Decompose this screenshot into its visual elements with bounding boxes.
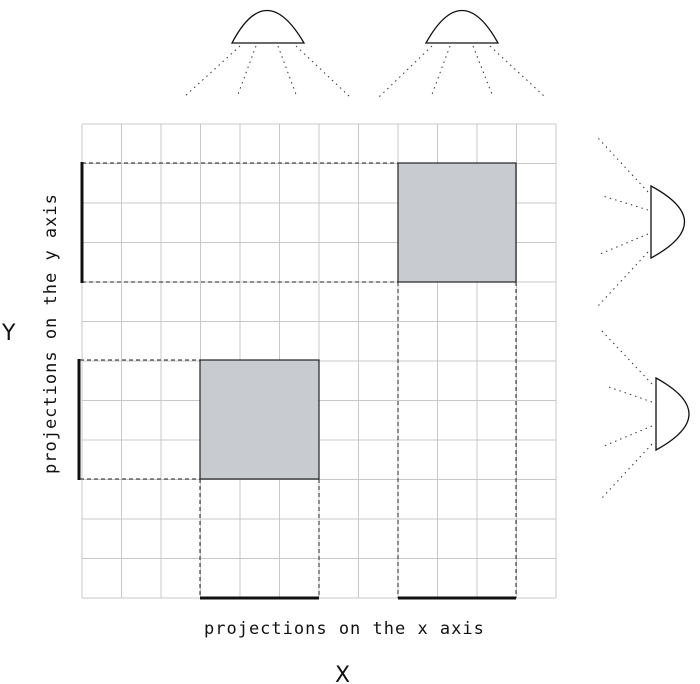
y-projection-label: projections on the y axis bbox=[41, 193, 61, 474]
lamp-icon bbox=[597, 137, 686, 307]
x-projection-label: projections on the x axis bbox=[204, 619, 485, 639]
lamp-icon bbox=[600, 329, 690, 500]
lamp-icon bbox=[183, 9, 351, 98]
lower-box bbox=[199, 359, 320, 480]
dashed-guides bbox=[80, 162, 517, 598]
y-axis-label: Y bbox=[1, 321, 16, 346]
x-axis-label: X bbox=[335, 663, 350, 684]
lamp-icon bbox=[378, 9, 546, 98]
upper-box bbox=[397, 162, 517, 283]
